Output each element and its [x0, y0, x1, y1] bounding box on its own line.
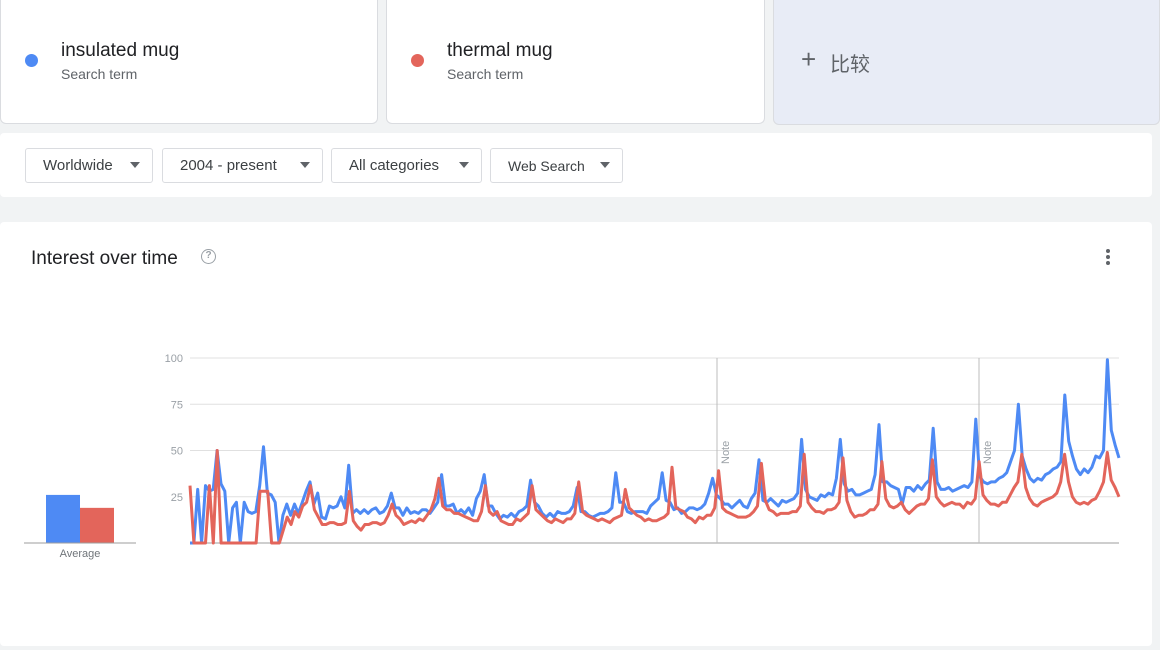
dropdown-arrow-icon: [459, 162, 469, 168]
region-value: Worldwide: [43, 157, 113, 174]
search-term-subtitle: Search term: [447, 66, 524, 82]
y-tick-label: 100: [165, 353, 183, 365]
interest-over-time-panel: Interest over time ? 100 75 50 25 Average N…: [0, 222, 1152, 646]
dropdown-arrow-icon: [300, 162, 310, 168]
y-tick-label: 25: [171, 492, 183, 504]
time-range-dropdown[interactable]: 2004 - present: [162, 148, 323, 183]
average-label: Average: [60, 548, 101, 560]
filter-bar: Worldwide 2004 - present All categories …: [0, 133, 1152, 197]
series-line: [190, 358, 1121, 545]
interest-chart: 100 75 50 25 Average Note Note: [24, 353, 1121, 560]
average-bar: [46, 494, 80, 543]
search-term-name: thermal mug: [447, 40, 553, 61]
dropdown-arrow-icon: [130, 162, 140, 168]
note-label[interactable]: Note: [982, 441, 994, 464]
category-dropdown[interactable]: All categories: [331, 148, 482, 183]
average-bar: [80, 507, 114, 543]
help-circle-icon[interactable]: ?: [201, 249, 216, 264]
search-term-name: insulated mug: [61, 40, 180, 61]
series-color-dot: [411, 54, 424, 67]
search-type-dropdown[interactable]: Web Search: [490, 148, 623, 183]
compare-label: 比较: [830, 54, 870, 76]
y-tick-label: 75: [171, 399, 183, 411]
y-tick-label: 50: [171, 446, 183, 458]
category-value: All categories: [349, 157, 440, 174]
region-dropdown[interactable]: Worldwide: [25, 148, 153, 183]
series-line: [188, 449, 1121, 545]
search-term-card-1[interactable]: insulated mug Search term: [0, 0, 378, 124]
dropdown-arrow-icon: [600, 162, 610, 168]
note-label[interactable]: Note: [720, 441, 732, 464]
search-term-subtitle: Search term: [61, 66, 138, 82]
add-comparison-button[interactable]: + 比较: [773, 0, 1160, 125]
plus-icon: +: [801, 44, 817, 74]
time-range-value: 2004 - present: [180, 157, 277, 174]
panel-title: Interest over time: [31, 248, 178, 269]
search-type-value: Web Search: [508, 157, 585, 174]
more-vert-icon[interactable]: [1100, 249, 1116, 269]
series-color-dot: [25, 54, 38, 67]
search-term-card-2[interactable]: thermal mug Search term: [386, 0, 765, 124]
